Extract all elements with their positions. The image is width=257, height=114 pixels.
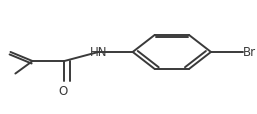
Text: Br: Br bbox=[243, 46, 256, 59]
Text: HN: HN bbox=[90, 46, 107, 59]
Text: O: O bbox=[58, 85, 68, 97]
